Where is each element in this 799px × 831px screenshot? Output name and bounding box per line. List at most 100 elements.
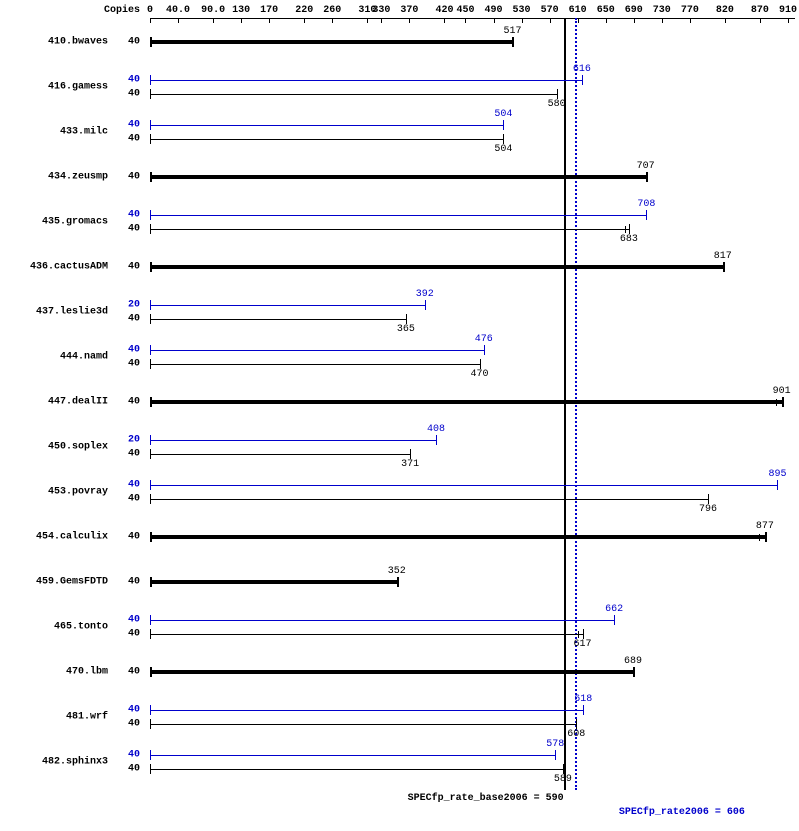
spec-benchmark-chart: Copies040.090.01301702202603103303704204… — [0, 0, 799, 831]
benchmark-name: 434.zeusmp — [48, 172, 108, 183]
value-label-peak: 408 — [427, 424, 445, 435]
bar-base — [150, 769, 563, 770]
axis-label: 370 — [400, 5, 418, 16]
benchmark-name: 481.wrf — [66, 712, 108, 723]
bar-base-end-tick — [480, 359, 481, 369]
bar-peak-start-tick — [150, 300, 151, 310]
bar-base — [150, 499, 708, 500]
bar-base — [150, 580, 397, 584]
bar-peak-end-tick — [777, 480, 778, 490]
axis-tick — [213, 18, 214, 23]
copies-base: 40 — [128, 224, 140, 235]
value-label-base: 517 — [503, 26, 521, 37]
axis-label: 90.0 — [201, 5, 225, 16]
value-label-base: 901 — [773, 386, 791, 397]
bar-base-end-tick — [723, 262, 725, 272]
bar-base-start-tick — [150, 719, 151, 729]
copies-base: 40 — [128, 667, 140, 678]
benchmark-name: 447.dealII — [48, 397, 108, 408]
copies-base: 40 — [128, 494, 140, 505]
value-label-peak: 578 — [546, 739, 564, 750]
benchmark-name: 410.bwaves — [48, 37, 108, 48]
bar-peak-start-tick — [150, 345, 151, 355]
copies-base: 40 — [128, 577, 140, 588]
copies-base: 40 — [128, 359, 140, 370]
bar-base — [150, 265, 723, 269]
bar-base-end-tick — [563, 764, 564, 774]
bar-base-extra-tick — [759, 534, 760, 541]
bar-peak-start-tick — [150, 120, 151, 130]
copies-base: 40 — [128, 134, 140, 145]
bar-base-start-tick — [150, 262, 152, 272]
axis-tick — [465, 18, 466, 23]
value-label-peak: 618 — [574, 694, 592, 705]
bar-base — [150, 40, 512, 44]
axis-label: 130 — [232, 5, 250, 16]
bar-peak — [150, 125, 503, 126]
bar-peak-start-tick — [150, 210, 151, 220]
bar-base-start-tick — [150, 89, 151, 99]
bar-base-end-tick — [512, 37, 514, 47]
bar-base-end-tick — [633, 667, 635, 677]
bar-base — [150, 670, 633, 674]
bar-base-start-tick — [150, 224, 151, 234]
bar-base — [150, 724, 576, 725]
bar-base-end-tick — [782, 397, 784, 407]
value-label-base: 707 — [637, 161, 655, 172]
axis-label: 690 — [625, 5, 643, 16]
bar-peak-start-tick — [150, 615, 151, 625]
bar-base-start-tick — [150, 449, 151, 459]
bar-base-start-tick — [150, 37, 152, 47]
axis-line — [150, 18, 795, 19]
value-label-peak: 504 — [494, 109, 512, 120]
bar-peak-start-tick — [150, 435, 151, 445]
bar-base-start-tick — [150, 134, 151, 144]
bar-peak-end-tick — [425, 300, 426, 310]
bar-peak — [150, 440, 436, 441]
bar-base-start-tick — [150, 314, 151, 324]
axis-tick — [304, 18, 305, 23]
axis-label: 570 — [541, 5, 559, 16]
benchmark-name: 470.lbm — [66, 667, 108, 678]
bar-base-end-tick — [629, 224, 630, 234]
value-label-base: 504 — [494, 144, 512, 155]
bar-peak-start-tick — [150, 480, 151, 490]
reference-line-peak — [575, 18, 577, 790]
axis-label: 910 — [779, 5, 797, 16]
bar-peak-end-tick — [436, 435, 437, 445]
bar-base — [150, 364, 480, 365]
bar-base-start-tick — [150, 532, 152, 542]
axis-tick — [522, 18, 523, 23]
bar-base-end-tick — [708, 494, 709, 504]
bar-base-start-tick — [150, 494, 151, 504]
value-label-peak: 708 — [637, 199, 655, 210]
bar-peak-end-tick — [484, 345, 485, 355]
bar-base — [150, 139, 503, 140]
bar-base — [150, 400, 782, 404]
bar-base-start-tick — [150, 359, 151, 369]
benchmark-name: 459.GemsFDTD — [36, 577, 108, 588]
bar-base-end-tick — [576, 719, 577, 729]
benchmark-name: 454.calculix — [36, 532, 108, 543]
copies-peak: 40 — [128, 75, 140, 86]
axis-tick — [725, 18, 726, 23]
axis-tick — [332, 18, 333, 23]
value-label-peak: 476 — [475, 334, 493, 345]
copies-base: 40 — [128, 449, 140, 460]
value-label-base: 683 — [620, 234, 638, 245]
copies-base: 40 — [128, 764, 140, 775]
axis-tick — [269, 18, 270, 23]
copies-peak: 40 — [128, 480, 140, 491]
bar-base — [150, 454, 410, 455]
bar-base — [150, 175, 646, 179]
bar-peak — [150, 350, 484, 351]
axis-label: 730 — [653, 5, 671, 16]
copies-base: 40 — [128, 397, 140, 408]
bar-base-start-tick — [150, 577, 152, 587]
value-label-peak: 392 — [416, 289, 434, 300]
value-label-base: 352 — [388, 566, 406, 577]
axis-tick — [662, 18, 663, 23]
value-label-base: 796 — [699, 504, 717, 515]
axis-tick — [550, 18, 551, 23]
benchmark-name: 444.namd — [60, 352, 108, 363]
